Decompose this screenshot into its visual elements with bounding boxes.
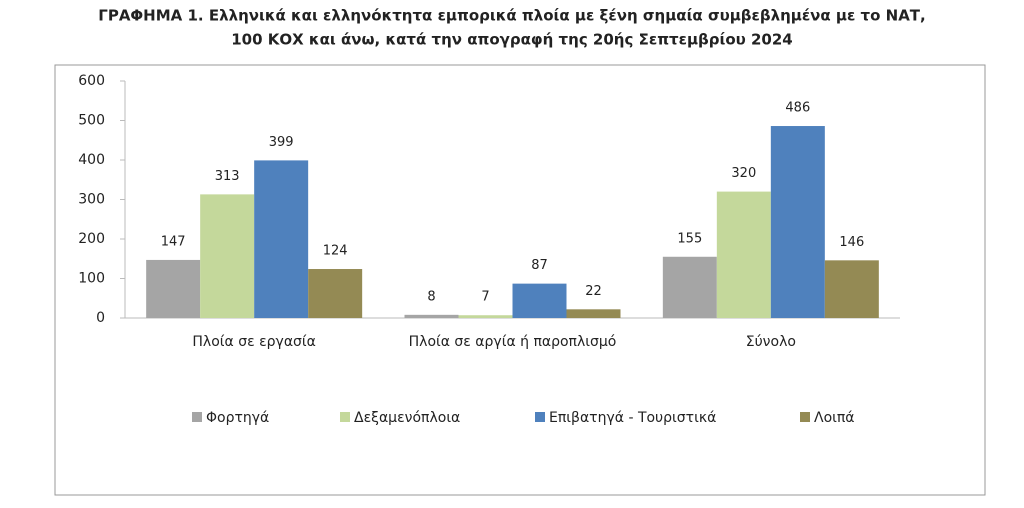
data-label: 87	[531, 258, 548, 273]
data-label: 22	[585, 284, 602, 299]
bar	[824, 260, 879, 318]
bar	[254, 160, 309, 318]
bar	[512, 283, 567, 318]
bar	[716, 191, 771, 318]
legend-swatch	[340, 412, 350, 422]
legend-label: Λοιπά	[814, 410, 855, 426]
bar	[404, 314, 459, 318]
bar	[200, 194, 255, 318]
data-label: 124	[323, 244, 348, 259]
bar	[146, 259, 201, 318]
chart-title: ΓΡΑΦΗΜΑ 1. Ελληνικά και ελληνόκτητα εμπο…	[98, 7, 925, 25]
y-tick-label: 400	[78, 152, 105, 168]
data-label: 146	[839, 235, 864, 250]
x-tick-label: Σύνολο	[746, 334, 796, 350]
data-label: 313	[215, 169, 240, 184]
data-label: 147	[161, 234, 186, 249]
y-tick-label: 600	[78, 73, 105, 89]
legend-label: Επιβατηγά - Τουριστικά	[549, 410, 716, 426]
bar	[566, 309, 621, 318]
legend-label: Δεξαμενόπλοια	[354, 410, 460, 426]
bar	[770, 126, 825, 318]
legend-swatch	[535, 412, 545, 422]
bar	[458, 315, 513, 318]
x-tick-label: Πλοία σε εργασία	[192, 334, 316, 350]
bar	[662, 256, 717, 318]
y-tick-label: 200	[78, 231, 105, 247]
data-label: 320	[731, 166, 756, 181]
legend-swatch	[800, 412, 810, 422]
chart-title: 100 ΚΟΧ και άνω, κατά την απογραφή της 2…	[231, 31, 793, 49]
data-label: 155	[677, 231, 702, 246]
y-tick-label: 100	[78, 271, 105, 287]
data-label: 399	[269, 135, 294, 150]
legend-label: Φορτηγά	[206, 410, 269, 426]
y-tick-label: 0	[96, 310, 105, 326]
y-tick-label: 500	[78, 113, 105, 129]
bar	[308, 269, 363, 318]
legend-swatch	[192, 412, 202, 422]
data-label: 8	[427, 289, 435, 304]
data-label: 486	[785, 101, 810, 116]
y-tick-label: 300	[78, 192, 105, 208]
data-label: 7	[481, 290, 489, 305]
x-tick-label: Πλοία σε αργία ή παροπλισμό	[409, 334, 617, 350]
